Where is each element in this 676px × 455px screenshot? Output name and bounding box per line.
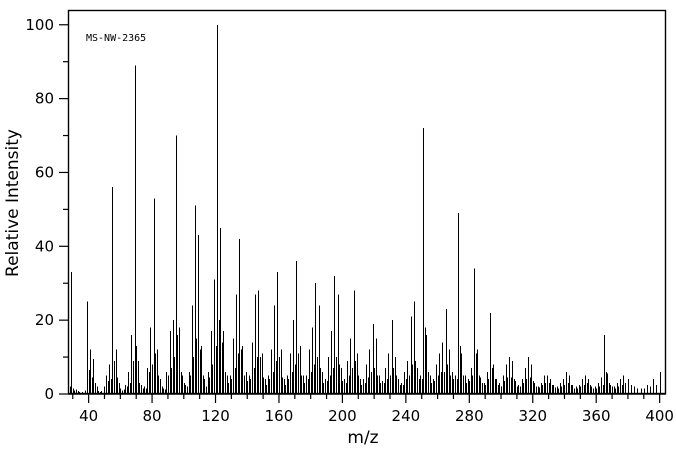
- y-axis-title: Relative Intensity: [3, 129, 23, 277]
- y-tick-label: 80: [35, 90, 54, 108]
- x-axis-title: m/z: [347, 428, 378, 448]
- x-tick-label: 200: [328, 407, 357, 425]
- y-tick-label: 60: [35, 163, 54, 181]
- y-tick-label: 0: [44, 385, 54, 403]
- x-tick-label: 80: [143, 407, 162, 425]
- x-tick-label: 160: [265, 407, 294, 425]
- peak-group: [69, 24, 662, 394]
- x-tick-label: 320: [518, 407, 547, 425]
- x-tick-label: 280: [455, 407, 484, 425]
- spectrum-id-annotation: MS-NW-2365: [86, 33, 146, 44]
- y-tick-label: 20: [35, 311, 54, 329]
- x-tick-label: 400: [645, 407, 674, 425]
- x-tick-label: 120: [201, 407, 230, 425]
- x-tick-label: 360: [582, 407, 611, 425]
- y-tick-label: 40: [35, 237, 54, 255]
- x-tick-label: 40: [79, 407, 98, 425]
- y-tick-label: 100: [25, 16, 54, 34]
- x-tick-label: 240: [392, 407, 421, 425]
